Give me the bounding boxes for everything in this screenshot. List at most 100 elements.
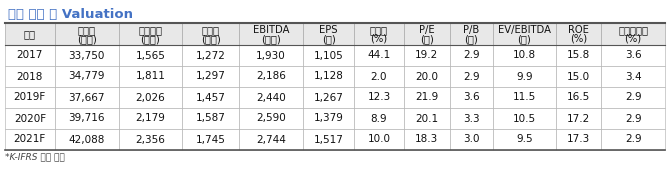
Bar — [55, 23, 119, 45]
Text: 2.9: 2.9 — [624, 92, 641, 103]
Bar — [450, 66, 492, 87]
Text: 구분: 구분 — [24, 29, 36, 39]
Text: 3.0: 3.0 — [463, 134, 480, 144]
Bar — [450, 87, 492, 108]
Text: 2,179: 2,179 — [135, 114, 165, 123]
Bar — [404, 108, 450, 129]
Bar — [55, 66, 119, 87]
Text: 21.9: 21.9 — [415, 92, 439, 103]
Text: 15.0: 15.0 — [567, 72, 590, 81]
Bar — [239, 129, 303, 150]
Bar — [5, 23, 55, 45]
Bar — [354, 108, 404, 129]
Bar — [450, 129, 492, 150]
Bar — [450, 108, 492, 129]
Text: 3.3: 3.3 — [463, 114, 480, 123]
Text: 11.5: 11.5 — [513, 92, 536, 103]
Bar — [354, 129, 404, 150]
Text: 배당수익률: 배당수익률 — [618, 25, 648, 35]
Text: 19.2: 19.2 — [415, 50, 439, 61]
Text: 3.4: 3.4 — [624, 72, 641, 81]
Text: 1,517: 1,517 — [314, 134, 344, 144]
Text: 증감율: 증감율 — [370, 25, 388, 35]
Bar — [5, 66, 55, 87]
Bar — [556, 23, 601, 45]
Text: (%): (%) — [371, 34, 387, 44]
Bar — [601, 23, 665, 45]
Text: 10.8: 10.8 — [513, 50, 536, 61]
Text: (억원): (억원) — [261, 34, 281, 44]
Bar — [492, 66, 556, 87]
Text: 20.1: 20.1 — [415, 114, 438, 123]
Bar — [5, 87, 55, 108]
Text: 매출액: 매출액 — [78, 25, 96, 35]
Text: 8.9: 8.9 — [371, 114, 387, 123]
Text: 3.6: 3.6 — [624, 50, 641, 61]
Text: 44.1: 44.1 — [367, 50, 391, 61]
Bar — [239, 108, 303, 129]
Bar — [354, 87, 404, 108]
Text: 2.9: 2.9 — [624, 114, 641, 123]
Bar — [239, 45, 303, 66]
Text: 2018: 2018 — [17, 72, 43, 81]
Text: 18.3: 18.3 — [415, 134, 439, 144]
Text: 영업이익: 영업이익 — [139, 25, 163, 35]
Bar — [492, 129, 556, 150]
Bar — [303, 45, 354, 66]
Bar — [55, 129, 119, 150]
Text: ROE: ROE — [568, 25, 589, 35]
Text: 34,779: 34,779 — [68, 72, 105, 81]
Bar — [303, 129, 354, 150]
Text: 1,297: 1,297 — [196, 72, 226, 81]
Text: 37,667: 37,667 — [68, 92, 105, 103]
Text: EBITDA: EBITDA — [253, 25, 289, 35]
Text: (%): (%) — [624, 34, 642, 44]
Bar — [55, 45, 119, 66]
Bar — [182, 23, 239, 45]
Text: (억원): (억원) — [201, 34, 220, 44]
Text: 2,356: 2,356 — [135, 134, 165, 144]
Bar — [5, 129, 55, 150]
Bar — [404, 45, 450, 66]
Text: 2,590: 2,590 — [256, 114, 286, 123]
Bar — [55, 108, 119, 129]
Bar — [354, 66, 404, 87]
Text: (배): (배) — [518, 34, 531, 44]
Bar — [182, 66, 239, 87]
Text: 33,750: 33,750 — [68, 50, 105, 61]
Bar — [601, 45, 665, 66]
Bar — [303, 23, 354, 45]
Text: 39,716: 39,716 — [68, 114, 105, 123]
Text: 1,267: 1,267 — [314, 92, 344, 103]
Text: 2021F: 2021F — [13, 134, 46, 144]
Bar — [404, 87, 450, 108]
Text: P/E: P/E — [419, 25, 435, 35]
Text: 10.0: 10.0 — [368, 134, 391, 144]
Bar — [239, 87, 303, 108]
Bar — [601, 108, 665, 129]
Text: (배): (배) — [464, 34, 478, 44]
Bar — [239, 23, 303, 45]
Text: 2019F: 2019F — [13, 92, 46, 103]
Bar — [556, 45, 601, 66]
Bar — [182, 108, 239, 129]
Text: *K-IFRS 연결 기준: *K-IFRS 연결 기준 — [5, 152, 65, 161]
Text: 1,457: 1,457 — [196, 92, 226, 103]
Text: 2,440: 2,440 — [256, 92, 286, 103]
Text: 2,186: 2,186 — [256, 72, 286, 81]
Bar — [119, 45, 182, 66]
Bar — [556, 66, 601, 87]
Text: 2017: 2017 — [17, 50, 43, 61]
Text: 2,744: 2,744 — [256, 134, 286, 144]
Bar — [492, 45, 556, 66]
Text: 12.3: 12.3 — [367, 92, 391, 103]
Bar — [404, 129, 450, 150]
Bar — [5, 108, 55, 129]
Bar — [601, 129, 665, 150]
Bar — [601, 66, 665, 87]
Text: 2.9: 2.9 — [463, 72, 480, 81]
Text: 16.5: 16.5 — [567, 92, 590, 103]
Text: 1,745: 1,745 — [196, 134, 226, 144]
Text: (배): (배) — [420, 34, 433, 44]
Text: 2.9: 2.9 — [463, 50, 480, 61]
